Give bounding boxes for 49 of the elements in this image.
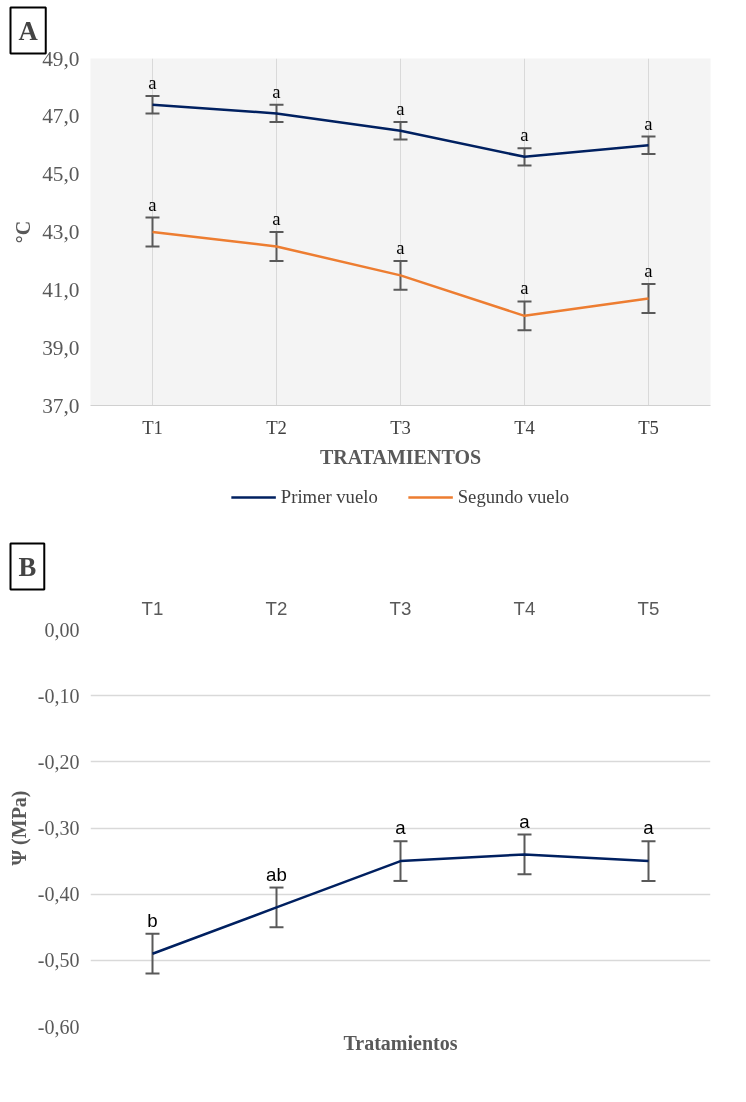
- y-tick-label: 45,0: [42, 162, 80, 187]
- y-tick-label: -0,30: [37, 817, 80, 839]
- x-tick-label: T2: [266, 416, 287, 438]
- annotation: a: [643, 817, 655, 839]
- y-tick-label: 47,0: [42, 104, 80, 129]
- x-axis-title: TRATAMIENTOS: [319, 445, 482, 468]
- y-axis-title: Ψ (MPa): [7, 790, 31, 866]
- annotation: a: [520, 277, 530, 299]
- x-tick-label: T4: [514, 416, 536, 438]
- y-tick-label: -0,40: [37, 883, 80, 906]
- y-tick-label: -0,60: [37, 1015, 80, 1038]
- x-tick-label: T5: [638, 416, 659, 438]
- annotation: ab: [266, 863, 287, 885]
- y-tick-label: -0,10: [37, 684, 80, 707]
- x-tick-label: T5: [637, 597, 660, 619]
- y-tick-label: -0,20: [37, 750, 80, 773]
- x-tick-label: T1: [142, 416, 163, 438]
- x-tick-label: T1: [141, 597, 164, 619]
- y-tick-label: 49,0: [42, 46, 80, 71]
- annotation: a: [644, 260, 654, 282]
- annotation: a: [395, 817, 407, 839]
- x-tick-label: T3: [390, 416, 411, 438]
- text: B: [18, 551, 37, 582]
- legend-label: Segundo vuelo: [457, 486, 570, 508]
- line-series: [151, 103, 650, 159]
- annotation: a: [396, 98, 406, 120]
- x-tick-label: T4: [513, 597, 536, 619]
- y-tick-label: 37,0: [42, 393, 80, 418]
- annotation: a: [644, 112, 654, 134]
- y-tick-label: 41,0: [42, 277, 80, 302]
- text: A: [18, 15, 39, 46]
- x-tick-label: T2: [265, 597, 288, 619]
- annotation: a: [272, 208, 282, 229]
- legend-label: Primer vuelo: [280, 486, 378, 508]
- annotation: a: [272, 80, 282, 102]
- y-tick-label: 43,0: [42, 220, 80, 244]
- y-tick-label: 39,0: [42, 335, 80, 360]
- y-tick-label: -0,50: [37, 949, 80, 972]
- annotation: a: [148, 193, 158, 215]
- x-tick-label: T3: [389, 597, 412, 619]
- annotation: a: [148, 72, 158, 94]
- y-axis-title: °C: [12, 220, 35, 244]
- annotation: a: [396, 236, 406, 258]
- annotation: a: [519, 810, 531, 832]
- line-series: [151, 230, 650, 318]
- x-axis-title: Tratamientos: [343, 1031, 458, 1054]
- annotation: b: [147, 909, 158, 931]
- y-tick-label: 0,00: [44, 618, 80, 641]
- annotation: a: [520, 124, 530, 146]
